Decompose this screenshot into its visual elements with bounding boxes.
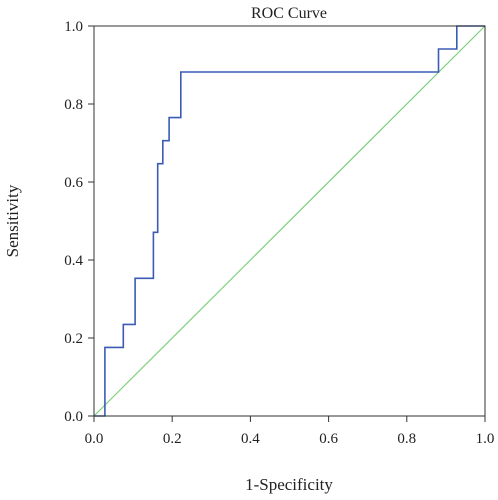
- y-axis-title: Sensitivity: [3, 184, 22, 257]
- reference-diagonal-line: [93, 25, 486, 417]
- x-tick-label: 0.4: [241, 431, 260, 447]
- y-tick-label: 0.6: [64, 175, 83, 191]
- y-tick-label: 0.0: [64, 409, 83, 425]
- x-tick-label: 0.6: [319, 431, 338, 447]
- x-axis: 0.0 0.2 0.4 0.6 0.8 1.0: [85, 416, 495, 447]
- y-tick-label: 1.0: [64, 19, 83, 35]
- x-tick-label: 0.8: [397, 431, 416, 447]
- x-tick-label: 0.0: [85, 431, 104, 447]
- y-tick-label: 0.2: [64, 331, 83, 347]
- y-tick-label: 0.4: [64, 253, 83, 269]
- chart-title: ROC Curve: [251, 5, 327, 22]
- y-tick-label: 0.8: [64, 97, 83, 113]
- plot-area: [93, 25, 486, 417]
- x-tick-label: 0.2: [163, 431, 182, 447]
- plot-frame: [93, 25, 486, 417]
- x-axis-title: 1-Specificity: [245, 475, 333, 494]
- roc-curve-line: [94, 25, 485, 417]
- y-axis: 0.0 0.2 0.4 0.6 0.8 1.0: [64, 19, 94, 425]
- x-tick-label: 1.0: [476, 431, 495, 447]
